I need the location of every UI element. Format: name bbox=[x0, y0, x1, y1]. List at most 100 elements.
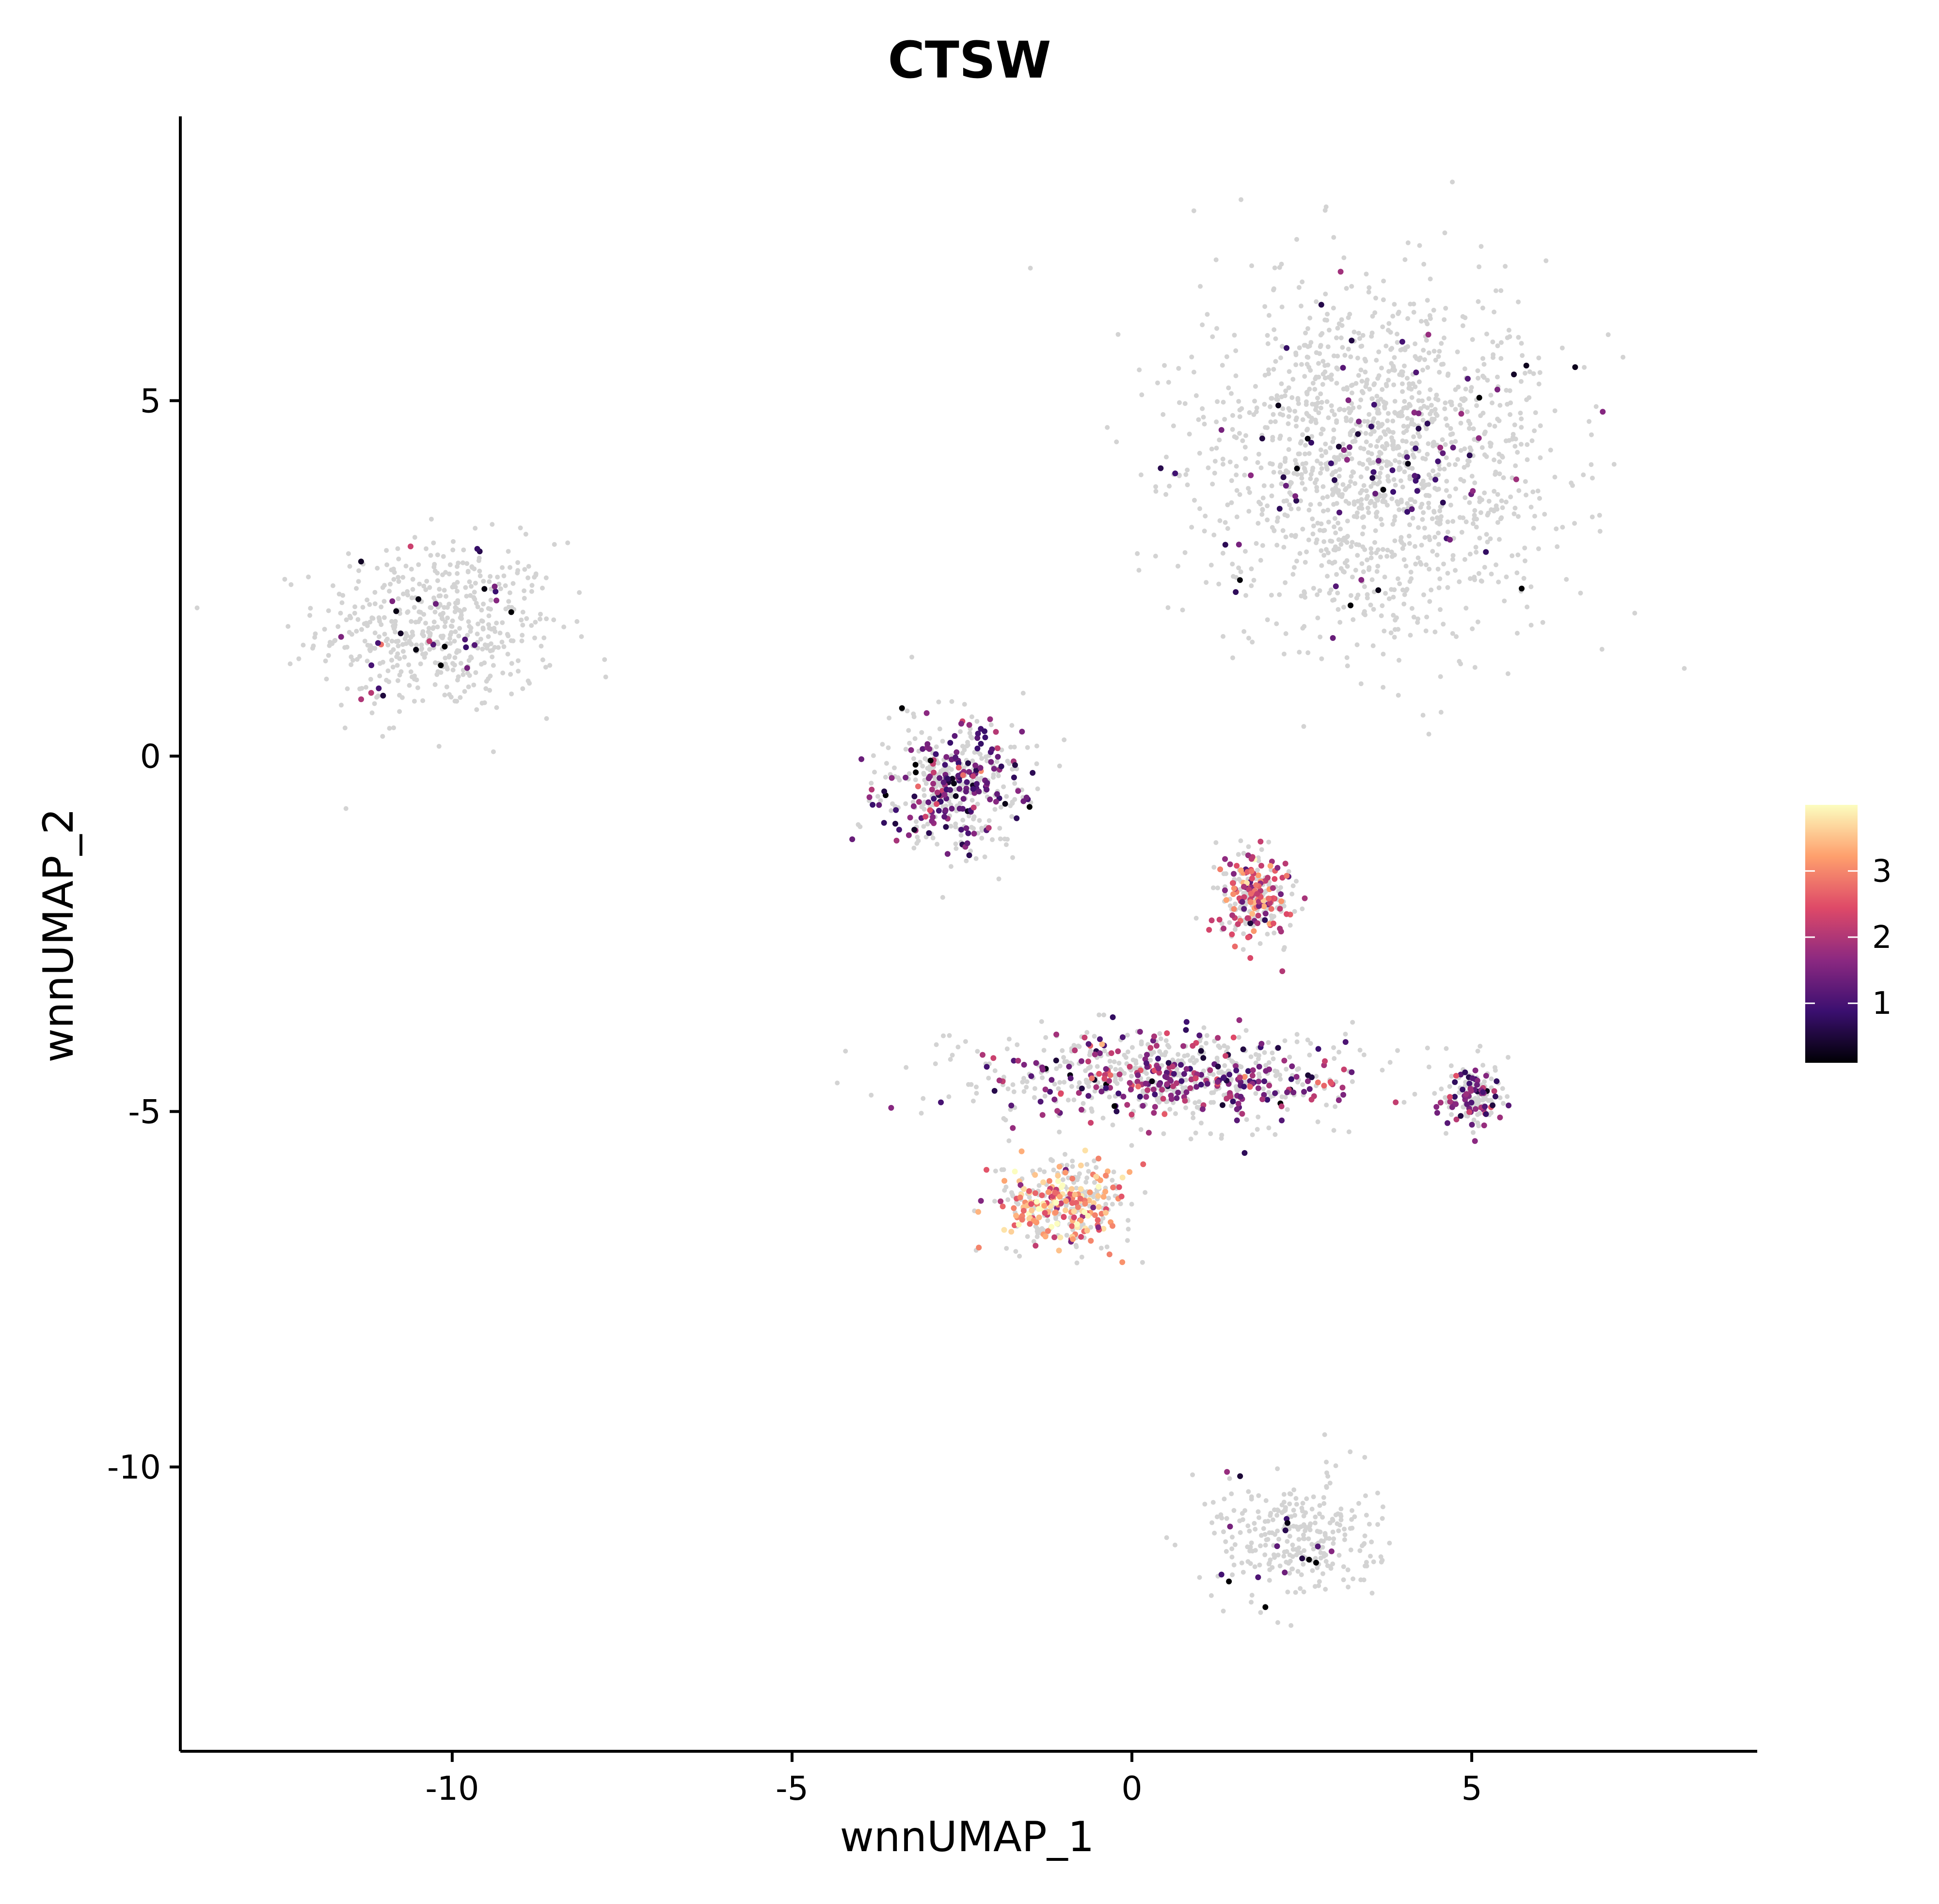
expression-point bbox=[958, 720, 964, 727]
expression-point bbox=[1256, 1064, 1262, 1070]
background-point bbox=[1200, 322, 1205, 327]
background-point bbox=[402, 655, 407, 660]
background-point bbox=[1163, 1038, 1169, 1043]
expression-point bbox=[1170, 1063, 1176, 1070]
background-point bbox=[1371, 416, 1377, 421]
background-point bbox=[1521, 576, 1526, 581]
expression-point bbox=[1019, 1216, 1025, 1223]
background-point bbox=[1303, 451, 1308, 457]
background-point bbox=[1092, 1158, 1097, 1164]
background-point bbox=[1392, 627, 1398, 632]
background-point bbox=[1344, 655, 1350, 660]
background-point bbox=[1480, 356, 1485, 361]
expression-point bbox=[1231, 871, 1237, 877]
background-point bbox=[1100, 1116, 1106, 1120]
background-point bbox=[1350, 469, 1355, 475]
expression-point bbox=[1037, 1099, 1044, 1105]
expression-point bbox=[1239, 899, 1245, 905]
expression-point bbox=[1098, 1088, 1105, 1095]
background-point bbox=[1467, 500, 1472, 505]
background-point bbox=[1317, 1503, 1322, 1508]
background-point bbox=[1391, 594, 1396, 600]
background-point bbox=[424, 546, 429, 551]
background-point bbox=[1386, 596, 1392, 601]
expression-point bbox=[1241, 894, 1247, 900]
background-point bbox=[1366, 450, 1371, 455]
background-point bbox=[1286, 414, 1291, 419]
background-point bbox=[1049, 1157, 1054, 1163]
expression-point bbox=[966, 852, 972, 858]
background-point bbox=[447, 562, 453, 567]
background-point bbox=[1263, 1063, 1269, 1068]
background-point bbox=[1257, 941, 1263, 946]
background-point bbox=[1057, 1080, 1063, 1085]
background-point bbox=[1504, 574, 1509, 579]
background-point bbox=[1290, 377, 1296, 382]
background-point bbox=[1492, 309, 1497, 315]
expression-point bbox=[1015, 788, 1021, 794]
expression-point bbox=[1217, 866, 1224, 872]
background-point bbox=[352, 604, 358, 609]
y-tick-label: 0 bbox=[140, 737, 161, 776]
background-point bbox=[1277, 470, 1283, 475]
background-point bbox=[1238, 1530, 1243, 1535]
background-point bbox=[1419, 543, 1424, 548]
background-point bbox=[482, 642, 488, 647]
background-point bbox=[472, 596, 477, 602]
background-point bbox=[1350, 1020, 1355, 1025]
background-point bbox=[1340, 482, 1346, 487]
background-point bbox=[1489, 1110, 1494, 1116]
expression-point bbox=[1339, 1085, 1346, 1091]
expression-point bbox=[1158, 465, 1164, 471]
background-point bbox=[1310, 531, 1316, 537]
expression-point bbox=[1055, 1178, 1061, 1184]
background-point bbox=[1385, 478, 1391, 483]
background-point bbox=[1344, 418, 1349, 423]
background-point bbox=[296, 656, 302, 661]
background-point bbox=[367, 602, 372, 607]
expression-point bbox=[1483, 1111, 1489, 1117]
background-point bbox=[1239, 197, 1244, 202]
background-point bbox=[975, 801, 980, 807]
background-point bbox=[1305, 1037, 1310, 1042]
background-point bbox=[1532, 428, 1537, 433]
colorbar-tick-label: 2 bbox=[1872, 920, 1892, 956]
background-point bbox=[1004, 794, 1009, 799]
background-point bbox=[1294, 1552, 1299, 1557]
background-point bbox=[1258, 558, 1263, 563]
expression-point bbox=[1241, 906, 1247, 912]
background-point bbox=[1473, 544, 1478, 550]
background-point bbox=[365, 597, 370, 603]
expression-point bbox=[1215, 1035, 1221, 1041]
background-point bbox=[1421, 348, 1426, 353]
background-point bbox=[1432, 535, 1437, 540]
background-point bbox=[1223, 1539, 1228, 1544]
expression-point bbox=[1437, 445, 1444, 451]
background-point bbox=[1322, 528, 1327, 533]
background-point bbox=[1158, 1036, 1163, 1041]
background-point bbox=[1465, 458, 1470, 464]
expression-point bbox=[1222, 542, 1228, 548]
background-point bbox=[1331, 1045, 1336, 1050]
background-point bbox=[1005, 1086, 1011, 1091]
background-point bbox=[1423, 628, 1429, 634]
background-point bbox=[340, 593, 346, 598]
background-point bbox=[1006, 1138, 1012, 1143]
background-point bbox=[520, 623, 525, 628]
expression-point bbox=[1220, 1102, 1225, 1108]
expression-point bbox=[1380, 487, 1386, 493]
expression-point bbox=[1241, 1084, 1247, 1090]
background-point bbox=[387, 726, 392, 731]
background-point bbox=[525, 575, 531, 580]
expression-point bbox=[368, 662, 375, 669]
background-point bbox=[1153, 489, 1159, 494]
expression-point bbox=[1059, 1182, 1065, 1188]
background-point bbox=[1532, 513, 1537, 519]
background-point bbox=[1453, 486, 1458, 492]
background-point bbox=[194, 605, 200, 610]
background-point bbox=[1229, 1546, 1235, 1552]
background-point bbox=[927, 736, 932, 741]
expression-point bbox=[985, 825, 992, 831]
expression-point bbox=[947, 787, 954, 793]
background-point bbox=[1371, 429, 1377, 434]
